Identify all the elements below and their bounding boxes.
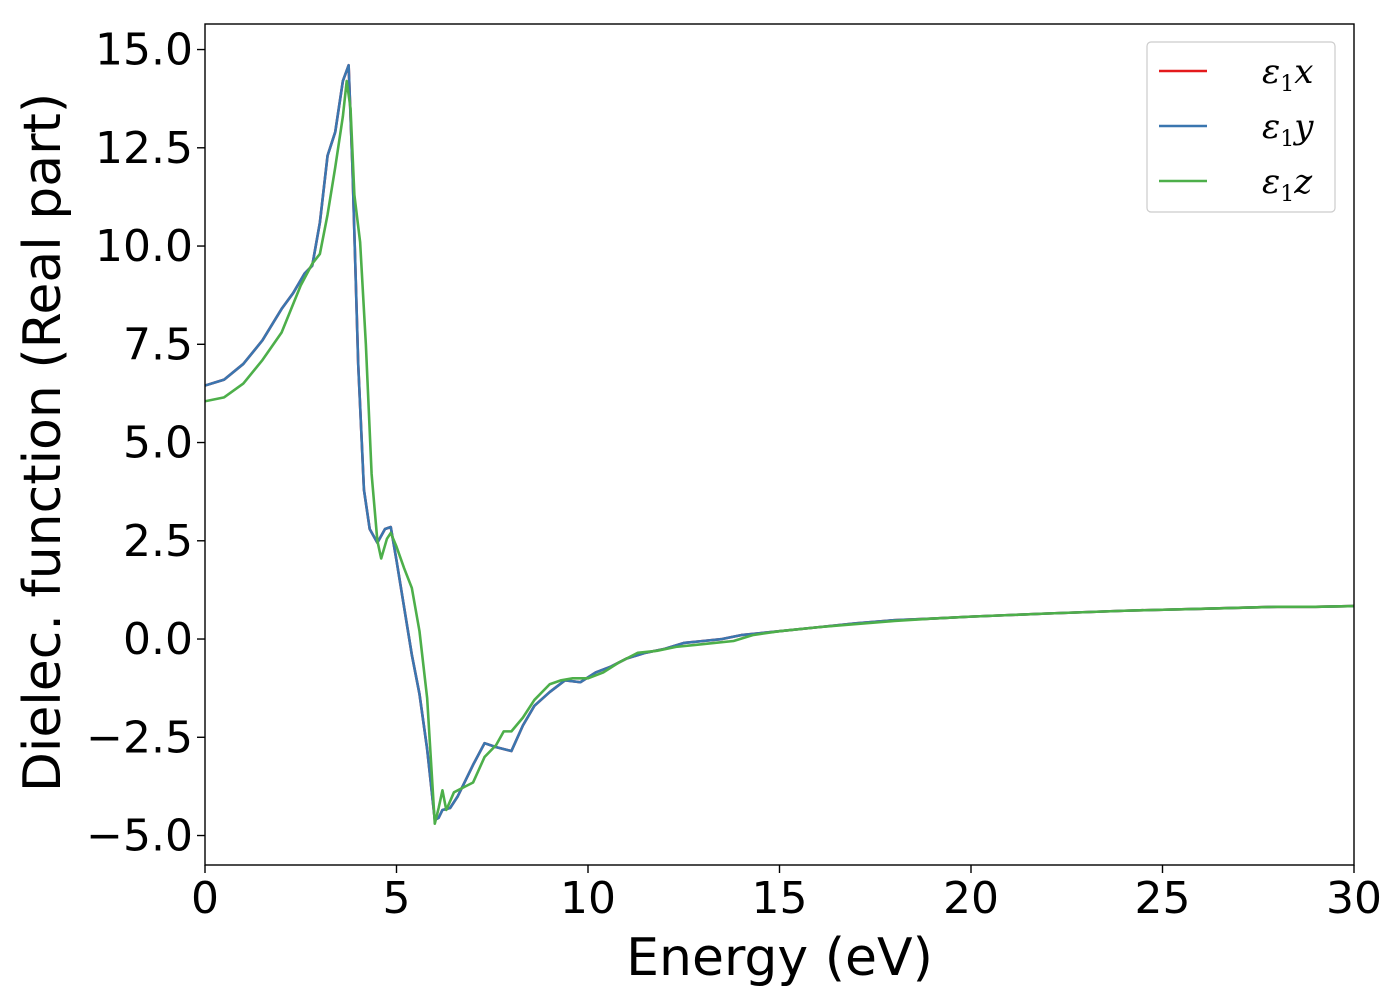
y-axis-ticks: −5.0 −2.5 0.0 2.5 5.0 7.5 10.0 12.5 15.0 xyxy=(86,25,205,862)
x-tick-label: 15 xyxy=(752,873,808,924)
legend: ε1x ε1y ε1z xyxy=(1146,41,1336,213)
x-tick-label: 5 xyxy=(383,873,411,924)
x-tick-label: 0 xyxy=(191,873,219,924)
y-tick-label: 2.5 xyxy=(123,516,193,567)
x-tick-label: 10 xyxy=(560,873,616,924)
x-tick-label: 20 xyxy=(943,873,999,924)
x-axis-title: Energy (eV) xyxy=(626,928,933,988)
legend-label-y: ε1y xyxy=(1262,107,1314,152)
y-tick-label: 12.5 xyxy=(95,123,193,174)
x-tick-label: 30 xyxy=(1326,873,1382,924)
y-tick-label: 7.5 xyxy=(123,319,193,370)
x-axis-ticks: 0 5 10 15 20 25 30 xyxy=(191,865,1382,924)
legend-label-x: ε1x xyxy=(1262,52,1313,97)
x-tick-label: 25 xyxy=(1135,873,1191,924)
y-axis-title: Dielec. function (Real part) xyxy=(13,93,73,792)
legend-box xyxy=(1146,41,1336,213)
series-layer xyxy=(205,63,1354,826)
y-tick-label: 10.0 xyxy=(95,221,193,272)
y-tick-label: −2.5 xyxy=(86,712,193,763)
y-tick-label: 15.0 xyxy=(95,25,193,76)
legend-label-z: ε1z xyxy=(1262,162,1313,207)
y-tick-label: 5.0 xyxy=(123,418,193,469)
y-tick-label: −5.0 xyxy=(86,811,193,862)
series-line-z xyxy=(205,79,1354,826)
y-tick-label: 0.0 xyxy=(123,614,193,665)
